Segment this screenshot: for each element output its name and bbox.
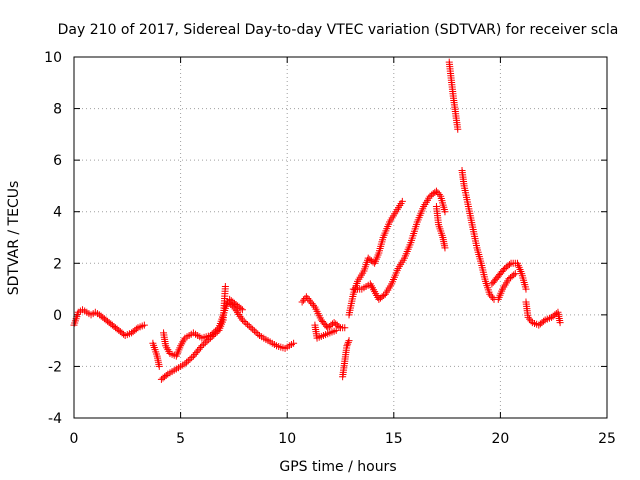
data-point: [486, 290, 494, 298]
data-point: [556, 319, 564, 327]
y-tick-label: -4: [48, 411, 62, 427]
data-point: [302, 293, 310, 301]
x-tick-label: 15: [385, 431, 403, 447]
y-tick-label: 0: [53, 308, 62, 324]
data-point: [206, 334, 214, 342]
data-point: [344, 338, 352, 346]
data-point: [344, 340, 352, 348]
y-tick-label: 10: [44, 50, 62, 66]
data-point: [343, 342, 351, 350]
data-points: [70, 58, 564, 383]
gridlines: [74, 57, 607, 418]
data-point: [341, 324, 349, 332]
data-point: [194, 347, 202, 355]
data-point: [511, 270, 519, 278]
data-point: [487, 292, 495, 300]
data-point: [132, 325, 140, 333]
data-point: [441, 208, 449, 216]
plot-frame: [73, 56, 608, 419]
data-point: [435, 191, 443, 199]
y-tick-label: 2: [53, 256, 62, 272]
data-point: [254, 330, 262, 338]
data-point: [200, 340, 208, 348]
data-point: [489, 294, 497, 302]
data-point: [499, 266, 507, 274]
data-point: [203, 337, 211, 345]
x-axis-label: GPS time / hours: [279, 459, 396, 475]
data-point: [155, 362, 163, 370]
y-axis-label: SDTVAR / TECUs: [6, 181, 22, 296]
data-point: [162, 371, 170, 379]
data-point: [238, 316, 246, 324]
data-point: [305, 296, 313, 304]
data-point: [198, 342, 206, 350]
data-point: [238, 306, 246, 314]
data-point: [201, 339, 209, 347]
data-point: [245, 322, 253, 330]
data-point: [398, 197, 406, 205]
data-point: [189, 352, 197, 360]
data-point: [191, 350, 199, 358]
data-point: [210, 331, 218, 339]
data-point: [380, 292, 388, 300]
data-point: [332, 326, 340, 334]
data-point: [250, 327, 258, 335]
data-point: [441, 244, 449, 252]
y-tick-label: 8: [53, 102, 62, 118]
data-point: [244, 321, 252, 329]
data-point: [454, 125, 462, 133]
data-point: [140, 321, 148, 329]
data-point: [540, 317, 548, 325]
x-tick-label: 0: [70, 431, 79, 447]
x-tick-label: 20: [491, 431, 509, 447]
data-point: [205, 336, 213, 344]
data-point: [188, 354, 196, 362]
chart-title: Day 210 of 2017, Sidereal Day-to-day VTE…: [58, 22, 619, 38]
data-point: [298, 298, 306, 306]
data-point: [432, 187, 440, 195]
data-point: [240, 318, 248, 326]
data-point: [195, 345, 203, 353]
data-point: [335, 322, 343, 330]
data-point: [242, 319, 250, 327]
x-tick-label: 10: [278, 431, 296, 447]
data-point: [237, 304, 245, 312]
data-point: [527, 317, 535, 325]
data-point: [345, 337, 353, 345]
data-point: [221, 282, 229, 290]
data-point: [308, 300, 316, 308]
data-point: [183, 358, 191, 366]
data-point: [247, 324, 255, 332]
data-point: [186, 355, 194, 363]
data-point: [522, 285, 530, 293]
y-tick-label: -2: [48, 359, 62, 375]
x-tick-label: 25: [598, 431, 616, 447]
tick-labels: 0 5 10 15 20 25 -4 -2 0 2 4 6 8 10: [44, 50, 616, 447]
data-point: [505, 261, 513, 269]
data-point: [192, 349, 200, 357]
data-point: [212, 329, 220, 337]
data-point: [290, 339, 298, 347]
data-point: [307, 298, 315, 306]
data-point: [309, 301, 317, 309]
data-point: [510, 271, 518, 279]
data-point: [213, 328, 221, 336]
data-point: [524, 313, 532, 321]
data-point: [249, 325, 257, 333]
data-point: [208, 333, 216, 341]
data-point: [304, 295, 312, 303]
data-point: [196, 344, 204, 352]
data-point: [252, 328, 260, 336]
y-tick-label: 6: [53, 153, 62, 169]
y-tick-label: 4: [53, 205, 62, 221]
data-point: [434, 189, 442, 197]
data-point: [184, 357, 192, 365]
x-tick-label: 5: [176, 431, 185, 447]
data-point: [181, 360, 189, 368]
data-point: [526, 315, 534, 323]
